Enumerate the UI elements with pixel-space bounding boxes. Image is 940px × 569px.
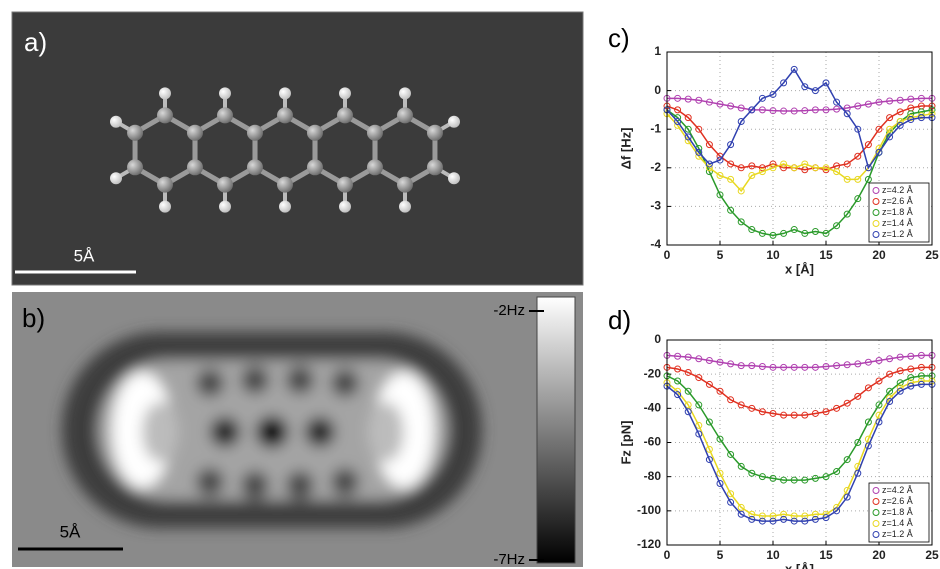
y-tick-label: -2	[650, 160, 661, 174]
legend-label: z=1.8 Å	[882, 507, 913, 517]
hydrogen-atom	[279, 201, 291, 213]
y-tick-label: -3	[650, 199, 661, 213]
hydrogen-atom	[219, 87, 231, 99]
panel-label: b)	[22, 303, 45, 333]
y-tick-label: 1	[654, 44, 661, 58]
carbon-atom	[427, 125, 443, 141]
carbon-atom	[367, 159, 383, 175]
colorbar-label: -7Hz	[493, 551, 525, 568]
legend-label: z=1.4 Å	[882, 518, 913, 528]
x-tick-label: 5	[717, 248, 724, 262]
carbon-atom	[427, 159, 443, 175]
legend-label: z=2.6 Å	[882, 496, 913, 506]
panel-label: a)	[24, 27, 47, 57]
legend-label: z=4.2 Å	[882, 185, 913, 195]
legend-label: z=1.2 Å	[882, 229, 913, 239]
y-tick-label: -40	[644, 401, 662, 415]
x-tick-label: 0	[664, 548, 671, 562]
scale-label: 5Å	[74, 246, 95, 265]
hydrogen-atom	[110, 172, 122, 184]
carbon-atom	[127, 159, 143, 175]
x-tick-label: 20	[872, 548, 886, 562]
x-tick-label: 10	[766, 248, 780, 262]
hydrogen-atom	[399, 87, 411, 99]
hydrogen-atom	[448, 172, 460, 184]
hydrogen-atom	[159, 201, 171, 213]
x-tick-label: 15	[819, 548, 833, 562]
panel-label: c)	[608, 23, 630, 53]
hydrogen-atom	[339, 87, 351, 99]
carbon-atom	[337, 177, 353, 193]
x-tick-label: 20	[872, 248, 886, 262]
x-axis-label: x [Å]	[785, 561, 814, 569]
hydrogen-atom	[279, 87, 291, 99]
figure: a) 5Å b) 5Å -2Hz -7Hz c)-4-3-2-101051015…	[0, 0, 940, 569]
y-tick-label: -1	[650, 121, 661, 135]
afm-image	[62, 332, 482, 528]
carbon-atom	[277, 177, 293, 193]
hydrogen-atom	[219, 201, 231, 213]
x-tick-label: 0	[664, 248, 671, 262]
carbon-atom	[217, 177, 233, 193]
y-tick-label: -120	[637, 537, 661, 551]
carbon-atom	[277, 107, 293, 123]
y-tick-label: -4	[650, 237, 661, 251]
hydrogen-atom	[110, 116, 122, 128]
x-tick-label: 25	[925, 548, 939, 562]
y-tick-label: -80	[644, 469, 662, 483]
carbon-atom	[367, 125, 383, 141]
carbon-atom	[307, 159, 323, 175]
y-axis-label: Δf [Hz]	[618, 128, 633, 170]
carbon-atom	[337, 107, 353, 123]
carbon-atom	[247, 159, 263, 175]
y-tick-label: 0	[654, 83, 661, 97]
legend-label: z=2.6 Å	[882, 196, 913, 206]
panel-a-background	[12, 12, 583, 285]
y-tick-label: -20	[644, 366, 662, 380]
hydrogen-atom	[159, 87, 171, 99]
y-axis-label: Fz [pN]	[618, 420, 633, 464]
carbon-atom	[397, 177, 413, 193]
x-tick-label: 25	[925, 248, 939, 262]
carbon-atom	[157, 107, 173, 123]
legend-label: z=1.4 Å	[882, 218, 913, 228]
carbon-atom	[127, 125, 143, 141]
hydrogen-atom	[339, 201, 351, 213]
legend-label: z=1.8 Å	[882, 207, 913, 217]
colorbar-label: -2Hz	[493, 302, 525, 319]
carbon-atom	[307, 125, 323, 141]
panel-label: d)	[608, 305, 631, 335]
colorbar	[537, 297, 575, 563]
carbon-atom	[217, 107, 233, 123]
hydrogen-atom	[399, 201, 411, 213]
carbon-atom	[157, 177, 173, 193]
hydrogen-atom	[448, 116, 460, 128]
carbon-atom	[247, 125, 263, 141]
x-tick-label: 15	[819, 248, 833, 262]
carbon-atom	[187, 159, 203, 175]
carbon-atom	[187, 125, 203, 141]
scale-label: 5Å	[60, 522, 81, 541]
legend-label: z=1.2 Å	[882, 529, 913, 539]
legend-label: z=4.2 Å	[882, 485, 913, 495]
x-axis-label: x [Å]	[785, 261, 814, 276]
y-tick-label: 0	[654, 332, 661, 346]
x-tick-label: 5	[717, 548, 724, 562]
y-tick-label: -100	[637, 503, 661, 517]
x-tick-label: 10	[766, 548, 780, 562]
carbon-atom	[397, 107, 413, 123]
y-tick-label: -60	[644, 435, 662, 449]
